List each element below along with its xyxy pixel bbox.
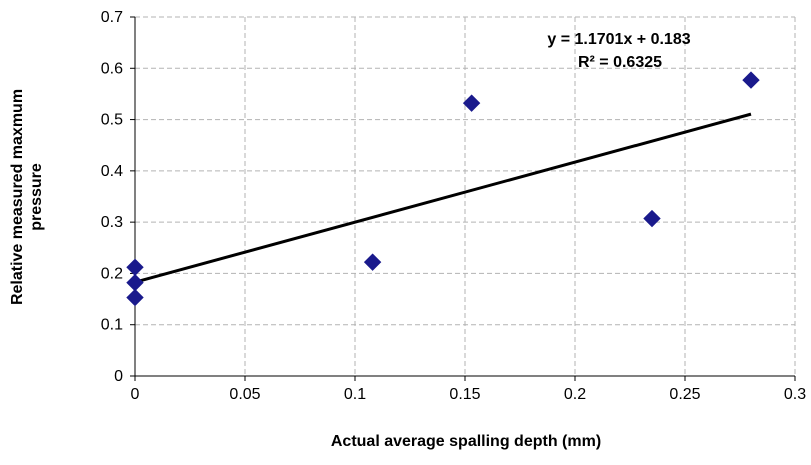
y-tick-label: 0.3: [101, 214, 123, 231]
data-point: [126, 273, 144, 292]
x-tick-label: 0.25: [669, 386, 700, 403]
data-point: [643, 209, 661, 228]
trendline-r-squared: R² = 0.6325: [578, 54, 662, 71]
labels-layer: Actual average spalling depth (mm) Relat…: [9, 31, 691, 450]
trendline-layer: [134, 112, 752, 284]
data-point: [126, 258, 144, 276]
x-axis-label: Actual average spalling depth (mm): [331, 433, 601, 450]
data-point: [126, 288, 144, 307]
y-axis-label-line2: pressure: [28, 163, 45, 231]
y-tick-label: 0.4: [101, 163, 123, 180]
y-tick-label: 0.1: [101, 317, 123, 334]
points-layer: [126, 71, 760, 307]
x-tick-label: 0.3: [784, 386, 806, 403]
x-tick-label: 0.2: [564, 386, 586, 403]
y-tick-label: 0.5: [101, 112, 123, 129]
data-point: [462, 94, 481, 112]
trendline-equation: y = 1.1701x + 0.183: [547, 31, 690, 48]
y-tick-label: 0: [114, 368, 123, 385]
x-tick-label: 0.1: [344, 386, 366, 403]
data-point: [742, 71, 760, 89]
x-tick-label: 0.15: [449, 386, 480, 403]
y-tick-label: 0.7: [101, 9, 123, 26]
y-axis-label-line1: Relative measured maxmum: [9, 89, 26, 305]
data-point: [363, 253, 382, 271]
ticks-layer: 0 0.05 0.1 0.15 0.2 0.25 0.3 0 0.1 0.2 0.3 0.4 0.5 0.…: [101, 9, 806, 403]
grid-layer: [135, 16, 796, 376]
y-tick-label: 0.6: [101, 60, 123, 77]
x-tick-label: 0: [131, 386, 140, 403]
trendline: [134, 112, 752, 284]
x-tick-label: 0.05: [229, 386, 260, 403]
y-tick-label: 0.2: [101, 265, 123, 282]
